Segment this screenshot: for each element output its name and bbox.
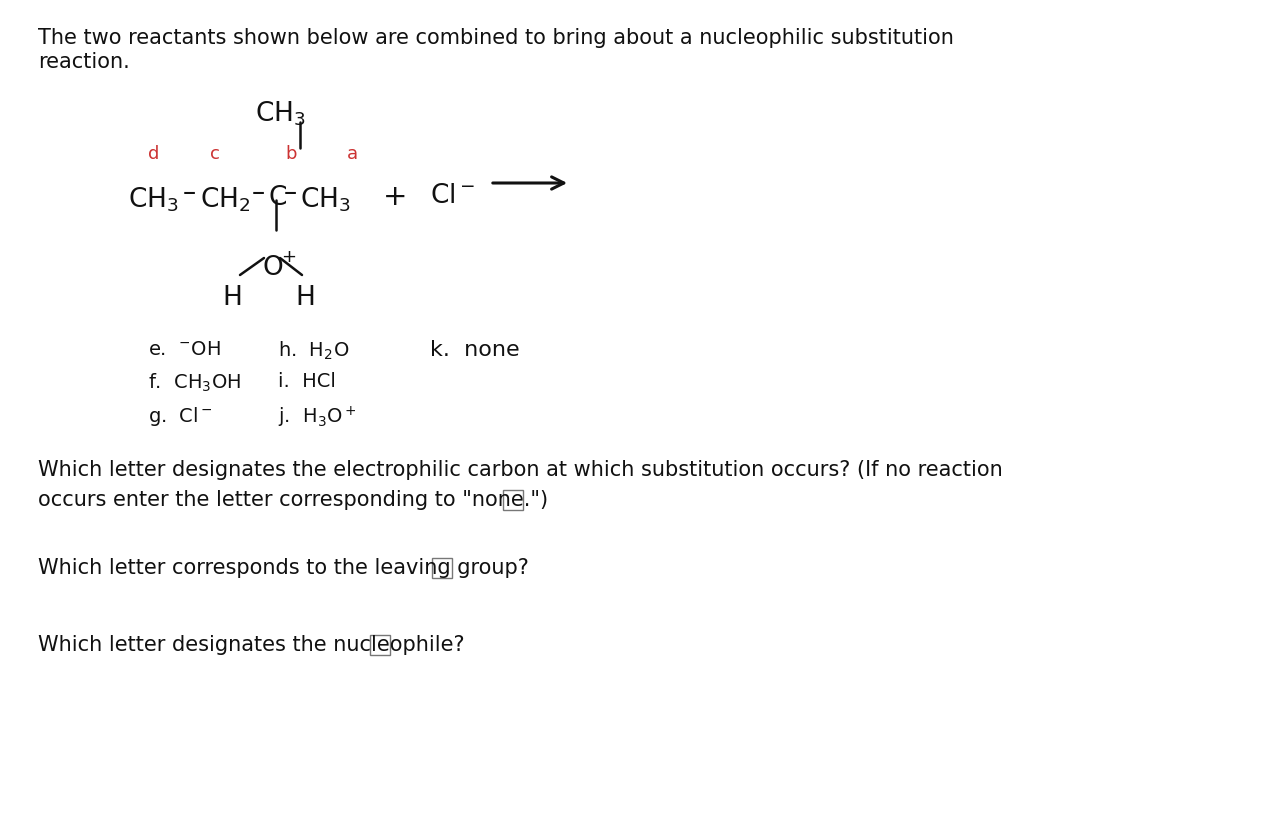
Text: $\mathregular{CH_2}$: $\mathregular{CH_2}$ bbox=[200, 185, 251, 213]
Text: i.  HCl: i. HCl bbox=[278, 372, 336, 391]
Text: $\mathregular{Cl^-}$: $\mathregular{Cl^-}$ bbox=[431, 183, 475, 209]
Text: –: – bbox=[183, 180, 196, 206]
Text: –: – bbox=[252, 180, 265, 206]
Bar bbox=[369, 635, 390, 655]
Text: $\mathregular{CH_3}$: $\mathregular{CH_3}$ bbox=[255, 100, 306, 129]
Text: $\mathregular{CH_3}$: $\mathregular{CH_3}$ bbox=[299, 185, 350, 213]
Text: e.  $\mathregular{^{-}}$OH: e. $\mathregular{^{-}}$OH bbox=[148, 340, 220, 359]
Bar bbox=[432, 558, 452, 578]
Text: occurs enter the letter corresponding to "none."): occurs enter the letter corresponding to… bbox=[38, 490, 548, 510]
Text: c: c bbox=[210, 145, 220, 163]
Text: d: d bbox=[148, 145, 159, 163]
Text: Which letter designates the nucleophile?: Which letter designates the nucleophile? bbox=[38, 635, 465, 655]
Text: k.  none: k. none bbox=[431, 340, 520, 360]
Text: f.  $\mathregular{CH_3OH}$: f. $\mathregular{CH_3OH}$ bbox=[148, 372, 241, 394]
Text: +: + bbox=[382, 183, 408, 211]
Text: j.  $\mathregular{H_3O^+}$: j. $\mathregular{H_3O^+}$ bbox=[278, 405, 357, 431]
Text: reaction.: reaction. bbox=[38, 52, 130, 72]
Text: –: – bbox=[284, 180, 297, 206]
Text: O: O bbox=[262, 255, 283, 281]
Text: $\mathregular{CH_3}$: $\mathregular{CH_3}$ bbox=[127, 185, 178, 213]
Text: C: C bbox=[268, 185, 287, 211]
Text: H: H bbox=[222, 285, 242, 311]
Text: H: H bbox=[296, 285, 315, 311]
Text: Which letter designates the electrophilic carbon at which substitution occurs? (: Which letter designates the electrophili… bbox=[38, 460, 1003, 480]
Text: The two reactants shown below are combined to bring about a nucleophilic substit: The two reactants shown below are combin… bbox=[38, 28, 954, 48]
Text: Which letter corresponds to the leaving group?: Which letter corresponds to the leaving … bbox=[38, 558, 529, 578]
Text: g.  $\mathregular{Cl^-}$: g. $\mathregular{Cl^-}$ bbox=[148, 405, 213, 428]
Bar bbox=[503, 490, 524, 510]
Text: +: + bbox=[282, 248, 296, 266]
Text: b: b bbox=[285, 145, 297, 163]
Text: h.  $\mathregular{H_2O}$: h. $\mathregular{H_2O}$ bbox=[278, 340, 349, 362]
Text: a: a bbox=[347, 145, 358, 163]
